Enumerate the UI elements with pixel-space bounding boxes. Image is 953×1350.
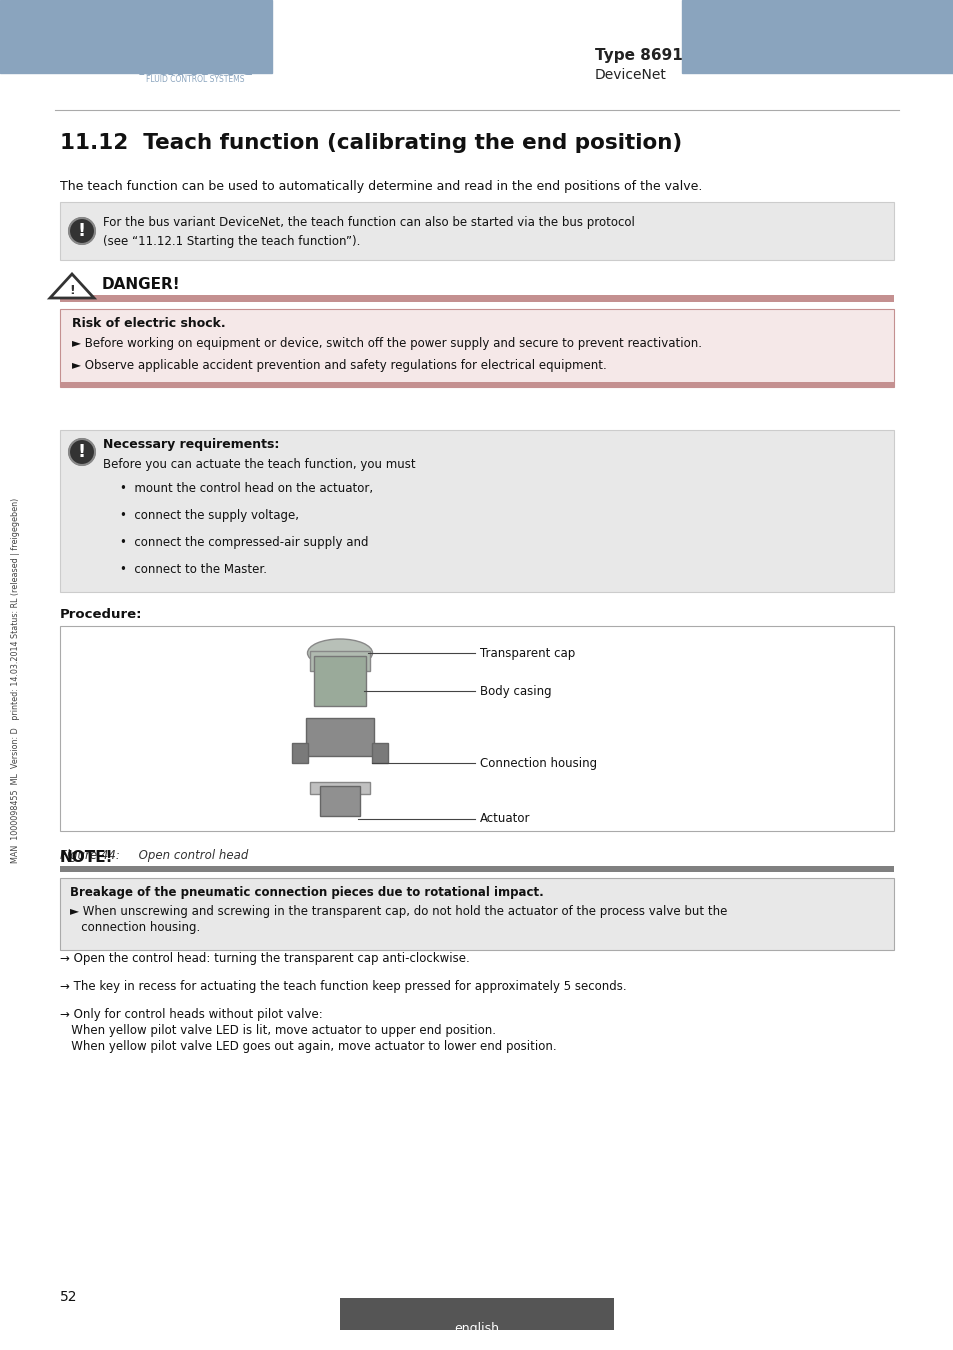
Text: Breakage of the pneumatic connection pieces due to rotational impact.: Breakage of the pneumatic connection pie… xyxy=(70,886,543,899)
Text: •  connect the supply voltage,: • connect the supply voltage, xyxy=(120,509,298,522)
Bar xyxy=(60,309,893,387)
Text: •  connect the compressed-air supply and: • connect the compressed-air supply and xyxy=(120,536,368,549)
Bar xyxy=(681,0,953,73)
Text: Risk of electric shock.: Risk of electric shock. xyxy=(71,317,226,329)
Bar xyxy=(319,786,359,815)
Text: (see “11.12.1 Starting the teach function”).: (see “11.12.1 Starting the teach functio… xyxy=(103,235,360,248)
Text: ► When unscrewing and screwing in the transparent cap, do not hold the actuator : ► When unscrewing and screwing in the tr… xyxy=(70,904,726,918)
Bar xyxy=(60,865,893,872)
Text: Connection housing: Connection housing xyxy=(479,756,597,770)
Text: ► Observe applicable accident prevention and safety regulations for electrical e: ► Observe applicable accident prevention… xyxy=(71,359,606,373)
Text: 52: 52 xyxy=(60,1291,77,1304)
Text: The teach function can be used to automatically determine and read in the end po: The teach function can be used to automa… xyxy=(60,180,701,193)
Text: FLUID CONTROL SYSTEMS: FLUID CONTROL SYSTEMS xyxy=(146,76,244,84)
Bar xyxy=(0,0,272,73)
Text: DeviceNet: DeviceNet xyxy=(595,68,666,82)
Bar xyxy=(60,296,893,302)
Text: !: ! xyxy=(78,443,86,460)
Text: ► Before working on equipment or device, switch off the power supply and secure : ► Before working on equipment or device,… xyxy=(71,338,701,350)
Text: → Open the control head: turning the transparent cap anti-clockwise.: → Open the control head: turning the tra… xyxy=(60,952,469,965)
Text: !: ! xyxy=(69,284,74,297)
Text: Procedure:: Procedure: xyxy=(60,608,142,621)
Bar xyxy=(60,202,893,261)
Bar xyxy=(310,782,370,794)
Text: english: english xyxy=(454,1322,499,1335)
Bar xyxy=(60,431,893,593)
Ellipse shape xyxy=(307,639,372,667)
Bar xyxy=(60,382,893,387)
Text: When yellow pilot valve LED goes out again, move actuator to lower end position.: When yellow pilot valve LED goes out aga… xyxy=(60,1040,556,1053)
Text: → The key in recess for actuating the teach function keep pressed for approximat: → The key in recess for actuating the te… xyxy=(60,980,626,994)
Text: MAN  1000098455  ML  Version: D   printed: 14.03.2014 Status: RL (released | fre: MAN 1000098455 ML Version: D printed: 14… xyxy=(11,497,20,863)
Bar xyxy=(339,1297,614,1330)
Text: NOTE!: NOTE! xyxy=(60,850,113,865)
Text: burkert: burkert xyxy=(136,53,253,81)
Text: Before you can actuate the teach function, you must: Before you can actuate the teach functio… xyxy=(103,458,416,471)
Text: •  mount the control head on the actuator,: • mount the control head on the actuator… xyxy=(120,482,373,495)
Text: Transparent cap: Transparent cap xyxy=(479,647,575,660)
Text: → Only for control heads without pilot valve:: → Only for control heads without pilot v… xyxy=(60,1008,322,1021)
Text: For the bus variant DeviceNet, the teach function can also be started via the bu: For the bus variant DeviceNet, the teach… xyxy=(103,216,634,230)
Bar xyxy=(310,651,370,671)
Text: Necessary requirements:: Necessary requirements: xyxy=(103,437,279,451)
Polygon shape xyxy=(50,274,94,298)
Text: When yellow pilot valve LED is lit, move actuator to upper end position.: When yellow pilot valve LED is lit, move… xyxy=(60,1025,496,1037)
Circle shape xyxy=(69,439,95,464)
Text: Type 8691: Type 8691 xyxy=(595,49,682,63)
Circle shape xyxy=(69,217,95,244)
Bar xyxy=(372,743,388,763)
Text: Figure 44:     Open control head: Figure 44: Open control head xyxy=(60,849,248,863)
Bar xyxy=(60,878,893,950)
Text: connection housing.: connection housing. xyxy=(70,921,200,934)
Bar xyxy=(306,718,374,756)
Text: !: ! xyxy=(78,221,86,240)
Text: •  connect to the Master.: • connect to the Master. xyxy=(120,563,267,576)
Text: DANGER!: DANGER! xyxy=(102,277,180,292)
Bar xyxy=(314,656,366,706)
Text: 11.12  Teach function (calibrating the end position): 11.12 Teach function (calibrating the en… xyxy=(60,134,681,153)
Bar xyxy=(292,743,308,763)
Text: Actuator: Actuator xyxy=(479,813,530,825)
Bar xyxy=(60,626,893,832)
Text: Body casing: Body casing xyxy=(479,684,551,698)
